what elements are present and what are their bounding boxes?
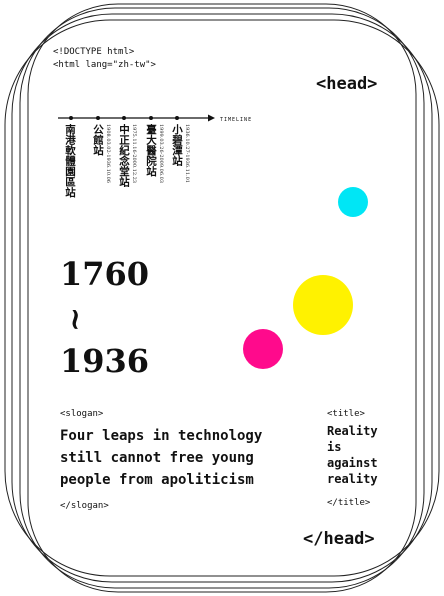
- station-date: 1975.11.16-2000.12.23: [131, 124, 137, 183]
- slogan-line: people from apoliticism: [60, 472, 254, 488]
- title-close-tag: </title>: [327, 498, 371, 508]
- station-name: 小碧潭站: [171, 124, 183, 166]
- station-name: 公館站: [92, 124, 104, 156]
- station-item: 公館站 1908.03.02-1936.10.06: [92, 124, 111, 183]
- station-date: 1999.03.26-2009.06.03: [158, 124, 164, 183]
- slogan-open-tag: <slogan>: [60, 409, 104, 419]
- year-start: 1760: [60, 255, 150, 293]
- title-text: Reality is against reality: [327, 423, 397, 487]
- year-end: 1936: [60, 342, 150, 380]
- station-item: 臺大醫院站 1999.03.26-2009.06.03: [145, 124, 164, 183]
- magenta-dot: [243, 329, 283, 369]
- year-range-tilde: ~: [58, 306, 94, 333]
- doctype-line: <!DOCTYPE html>: [53, 47, 135, 57]
- station-list: 南港軟體園區站 公館站 1908.03.02-1936.10.06 中正紀念堂站…: [58, 124, 218, 214]
- title-line: Reality: [327, 424, 378, 438]
- title-line: is: [327, 440, 342, 454]
- title-line: against: [327, 456, 378, 470]
- station-date: 1908.03.02-1936.10.06: [105, 124, 111, 183]
- station-item: 南港軟體園區站: [64, 124, 76, 198]
- title-open-tag: <title>: [327, 409, 365, 419]
- station-name: 中正紀念堂站: [118, 124, 130, 187]
- slogan-close-tag: </slogan>: [60, 501, 109, 511]
- timeline-axis: [58, 114, 215, 122]
- station-date: 1936.10.27-1936.11.01: [184, 124, 190, 183]
- slogan-line: still cannot free young: [60, 450, 254, 466]
- slogan-text: Four leaps in technology still cannot fr…: [60, 425, 310, 491]
- station-name: 臺大醫院站: [145, 124, 157, 177]
- station-item: 中正紀念堂站 1975.11.16-2000.12.23: [118, 124, 137, 187]
- timeline-label: TIMELINE: [220, 117, 253, 123]
- slogan-line: Four leaps in technology: [60, 428, 263, 444]
- head-close-tag: </head>: [303, 529, 375, 549]
- station-name: 南港軟體園區站: [64, 124, 76, 198]
- title-line: reality: [327, 472, 378, 486]
- yellow-dot: [293, 275, 353, 335]
- station-item: 小碧潭站 1936.10.27-1936.11.01: [171, 124, 190, 183]
- cyan-dot: [338, 187, 368, 217]
- html-open-line: <html lang="zh-tw">: [53, 60, 156, 70]
- head-open-tag: <head>: [316, 74, 378, 94]
